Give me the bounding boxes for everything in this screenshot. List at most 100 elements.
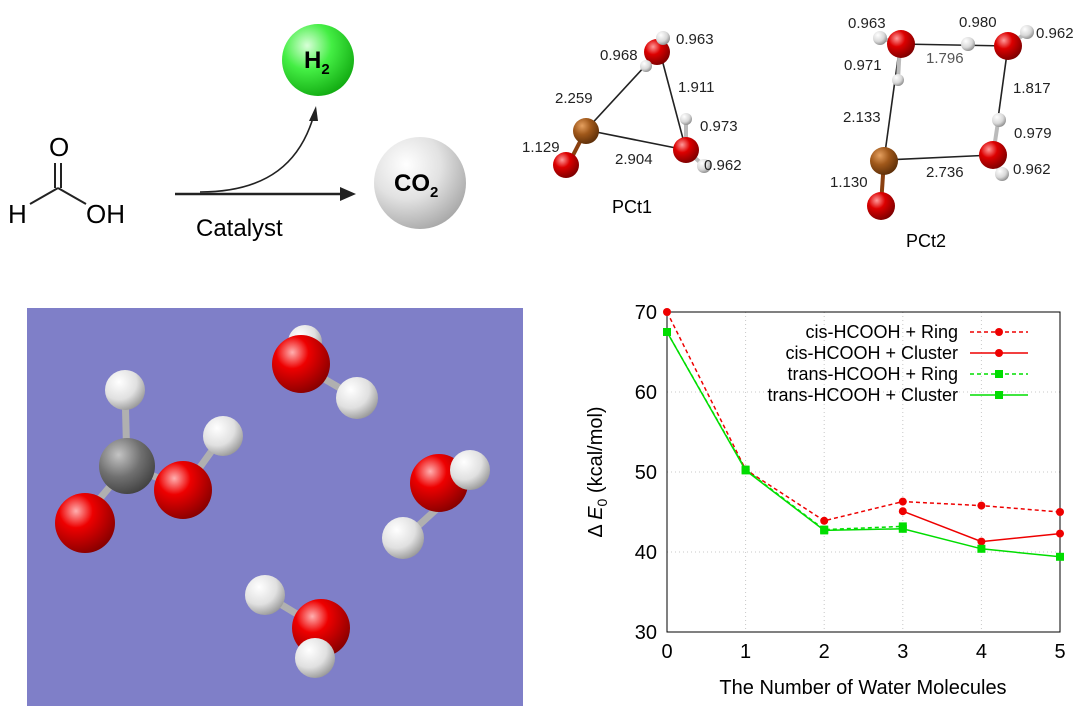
catalyst-label: Catalyst [196,215,283,242]
distance-label: 2.133 [843,109,881,126]
hydrogen-atom [203,416,243,456]
legend-marker [995,391,1003,399]
legend-label: trans-HCOOH + Ring [787,364,958,384]
data-point [820,526,829,535]
y-tick-label: 60 [635,382,657,404]
distance-label: 1.911 [678,79,714,96]
x-axis-label: The Number of Water Molecules [719,677,1006,699]
oxygen-atom [55,493,115,553]
y-tick-label: 70 [635,302,657,324]
pct2-oxygen-atom [887,30,915,58]
pct2-oxygen-atom [979,141,1007,169]
legend-marker [995,370,1003,378]
distance-label: 0.971 [844,57,882,74]
bond-to-h [29,187,59,205]
h2-label: H2 [304,47,330,78]
hydrogen-atom [450,450,490,490]
pct1-metal-atom [573,118,599,144]
data-point [663,328,671,336]
side-arrow [199,117,314,193]
pct1-oxygen-atom [644,39,670,65]
data-point [898,524,907,533]
pct2-atoms [867,25,1034,220]
distance-label: 1.129 [522,139,560,156]
pct2-caption: PCt2 [906,231,946,251]
reaction-arrowhead [340,187,356,201]
data-point [977,501,986,510]
distance-label: 1.130 [830,174,868,191]
distance-label: 1.796 [926,50,964,67]
legend-marker [995,349,1003,357]
molecule-3d-viewport [27,308,523,706]
data-point [663,308,671,316]
distance-label: 0.963 [676,31,714,48]
pct1-atoms [553,31,711,178]
chart-ticks: 0 1 2 3 4 5 30 40 50 60 70 [635,302,1066,663]
pct2-hydrogen-atom [992,113,1006,127]
series-line [666,311,1061,522]
x-tick-label: 1 [740,641,751,663]
distance-label: 2.259 [555,90,593,107]
legend-marker [995,328,1003,336]
pct2-hydrogen-atom [873,31,887,45]
legend-label: trans-HCOOH + Cluster [767,385,958,405]
x-tick-label: 2 [819,641,830,663]
pct2-metal-atom [870,147,898,175]
reaction-scheme: O H OH Catalyst H2 CO2 [8,24,466,242]
pct1-hydrogen-atom [697,159,711,173]
pct2-hydrogen-atom [1020,25,1034,39]
data-point [977,537,986,546]
pct2-oxygen-atom [994,32,1022,60]
series-line [666,331,1061,558]
co2-label: CO2 [394,170,438,201]
pct2-hydrogen-atom [995,167,1009,181]
y-tick-label: 50 [635,462,657,484]
bond-to-oh [57,187,87,205]
hydrogen-atom [105,370,145,410]
distance-label: 0.980 [959,14,997,31]
data-point [741,466,750,475]
data-point [898,507,907,516]
distance-label: 0.979 [1014,125,1052,142]
chart-series [663,308,1064,561]
data-point [1056,508,1064,516]
pct1-oxygen-atom [553,152,579,178]
atom-label-oh: OH [86,199,125,229]
hydrogen-atom [245,575,285,615]
co2-ball [374,137,466,229]
data-point [820,516,829,525]
side-arrowhead [309,106,318,121]
y-axis-label: Δ E0 (kcal/mol) [585,406,610,537]
formic-acid-structure: O H OH [8,132,125,229]
data-point [898,497,907,506]
distance-label: 0.973 [700,118,738,135]
x-tick-label: 5 [1054,641,1065,663]
atom-label-h: H [8,199,27,229]
x-tick-label: 3 [897,641,908,663]
legend-label: cis-HCOOH + Cluster [785,343,958,363]
atom-label-top-o: O [49,132,69,162]
pct1-hydrogen-atom [680,113,692,125]
data-point [1056,552,1064,561]
distance-label: 1.817 [1013,80,1051,97]
pct1-hydrogen-atom [656,31,670,45]
oxygen-atom [154,461,212,519]
pct2-oxygen-atom [867,192,895,220]
pct2-hydrogen-atom [961,37,975,51]
pct2-hydrogen-atom [892,74,904,86]
pct1-oxygen-atom [673,137,699,163]
series-line [902,510,1061,543]
y-tick-label: 30 [635,622,657,644]
legend-label: cis-HCOOH + Ring [805,322,958,342]
carbon-atom [99,438,155,494]
data-point [1056,529,1064,538]
energy-chart: 0 1 2 3 4 5 30 40 50 60 70 cis-HCOOH + Ringcis-HCO… [585,302,1066,699]
data-point [977,544,986,553]
x-tick-label: 4 [976,641,987,663]
oxygen-atom [272,335,330,393]
distance-label: 0.968 [600,47,638,64]
distance-label: 0.963 [848,15,886,32]
plot-frame [666,311,1061,633]
hydrogen-atom [382,517,424,559]
